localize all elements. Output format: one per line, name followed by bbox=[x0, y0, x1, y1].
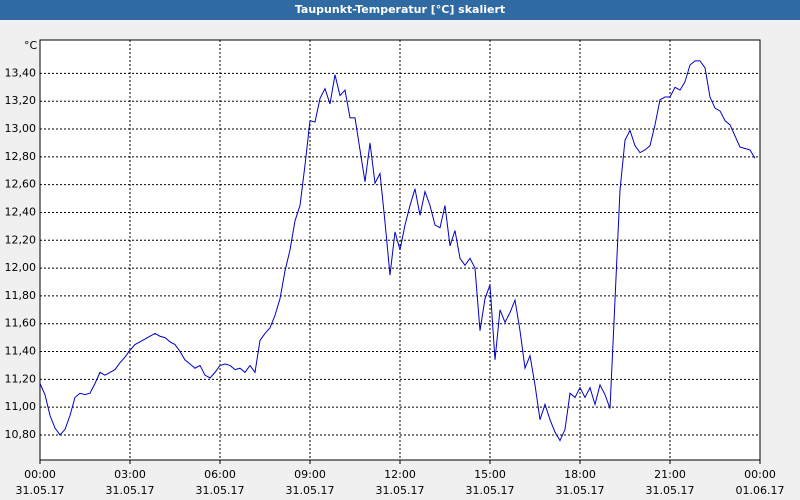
x-tick-label: 31.05.17 bbox=[16, 484, 65, 497]
y-tick-label: 13,20 bbox=[5, 94, 37, 107]
x-tick-label: 31.05.17 bbox=[196, 484, 245, 497]
x-tick-label: 31.05.17 bbox=[106, 484, 155, 497]
x-tick-label: 31.05.17 bbox=[646, 484, 695, 497]
x-tick-label: 18:00 bbox=[564, 468, 596, 481]
y-tick-label: 10,80 bbox=[5, 428, 37, 441]
title-bar bbox=[0, 0, 800, 20]
y-tick-label: 11,80 bbox=[5, 289, 37, 302]
y-tick-label: 11,20 bbox=[5, 372, 37, 385]
y-tick-label: 11,60 bbox=[5, 317, 37, 330]
x-tick-label: 03:00 bbox=[114, 468, 146, 481]
y-tick-label: 13,00 bbox=[5, 122, 37, 135]
x-tick-label: 06:00 bbox=[204, 468, 236, 481]
x-tick-label: 12:00 bbox=[384, 468, 416, 481]
x-tick-label: 00:00 bbox=[744, 468, 776, 481]
x-tick-label: 09:00 bbox=[294, 468, 326, 481]
x-tick-label: 15:00 bbox=[474, 468, 506, 481]
y-tick-label: 11,00 bbox=[5, 400, 37, 413]
x-tick-label: 21:00 bbox=[654, 468, 686, 481]
y-tick-label: 12,40 bbox=[5, 205, 37, 218]
x-tick-label: 01.06.17 bbox=[736, 484, 785, 497]
y-tick-label: 11,40 bbox=[5, 345, 37, 358]
y-tick-label: 13,40 bbox=[5, 66, 37, 79]
x-tick-label: 31.05.17 bbox=[286, 484, 335, 497]
y-unit: °C bbox=[24, 39, 38, 52]
y-tick-label: 12,00 bbox=[5, 261, 37, 274]
chart-title: Taupunkt-Temperatur [°C] skaliert bbox=[295, 3, 505, 16]
x-tick-label: 31.05.17 bbox=[466, 484, 515, 497]
y-tick-label: 12,80 bbox=[5, 150, 37, 163]
x-tick-label: 31.05.17 bbox=[556, 484, 605, 497]
x-tick-label: 31.05.17 bbox=[376, 484, 425, 497]
data-line bbox=[39, 60, 756, 442]
y-tick-label: 12,60 bbox=[5, 178, 37, 191]
y-tick-label: 12,20 bbox=[5, 233, 37, 246]
x-tick-label: 00:00 bbox=[24, 468, 56, 481]
